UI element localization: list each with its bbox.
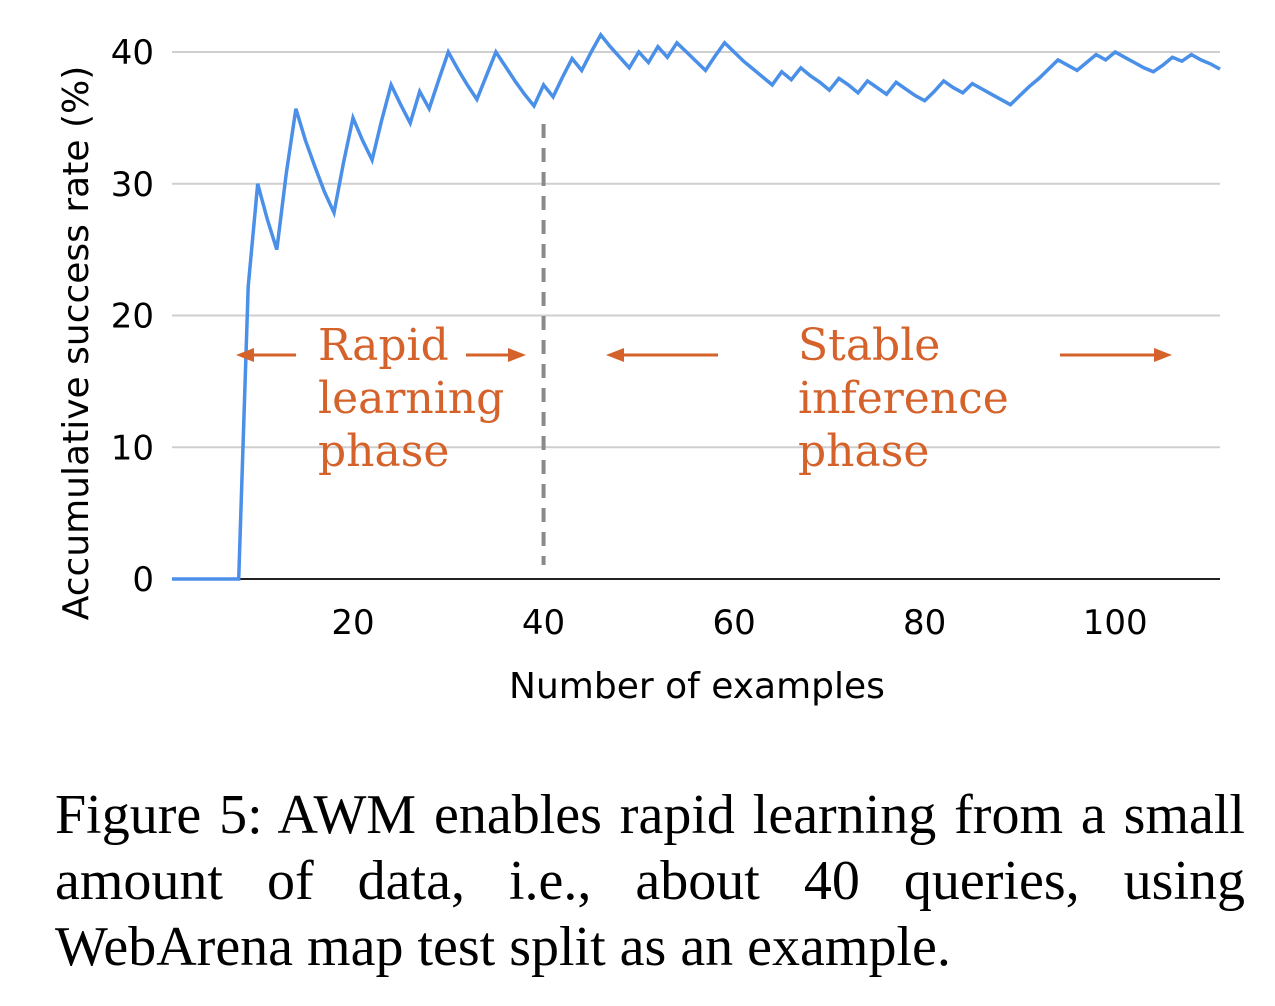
x-tick-label: 60 [712,603,755,643]
stable-phase-line-2: inference [798,373,1009,424]
x-tick-label: 80 [903,603,946,643]
y-tick-label: 30 [111,165,154,205]
rapid-phase-line-2: learning [318,373,504,424]
y-tick-label: 10 [111,428,154,468]
gridlines [172,51,1220,449]
rapid-phase-line-3: phase [318,426,449,477]
stable-left-arrow-icon [606,348,718,362]
rapid-phase-annotation: Rapid learning phase [236,320,526,477]
series-line [172,31,1221,581]
x-tick-label: 100 [1083,603,1148,643]
rapid-phase-line-1: Rapid [318,320,449,371]
y-tick-labels: 0 10 20 30 40 [111,33,154,600]
x-tick-label: 20 [331,603,374,643]
x-tick-labels: 20 40 60 80 100 [331,603,1147,643]
rapid-left-arrow-icon [236,348,296,362]
stable-phase-annotation: Stable inference phase [606,320,1172,477]
y-tick-label: 20 [111,297,154,337]
stable-right-arrow-icon [1060,348,1172,362]
x-tick-label: 40 [522,603,565,643]
rapid-right-arrow-icon [466,348,526,362]
stable-phase-line-3: phase [798,426,929,477]
x-axis-label: Number of examples [509,666,885,707]
y-tick-label: 0 [132,560,154,600]
y-axis-label: Accumulative success rate (%) [56,66,97,620]
stable-phase-line-1: Stable [798,320,940,371]
y-tick-label: 40 [111,33,154,73]
line-chart: 0 10 20 30 40 20 40 60 80 100 Rapid learning pha… [56,31,1221,707]
figure-caption: Figure 5: AWM enables rapid learning fro… [55,784,1245,978]
